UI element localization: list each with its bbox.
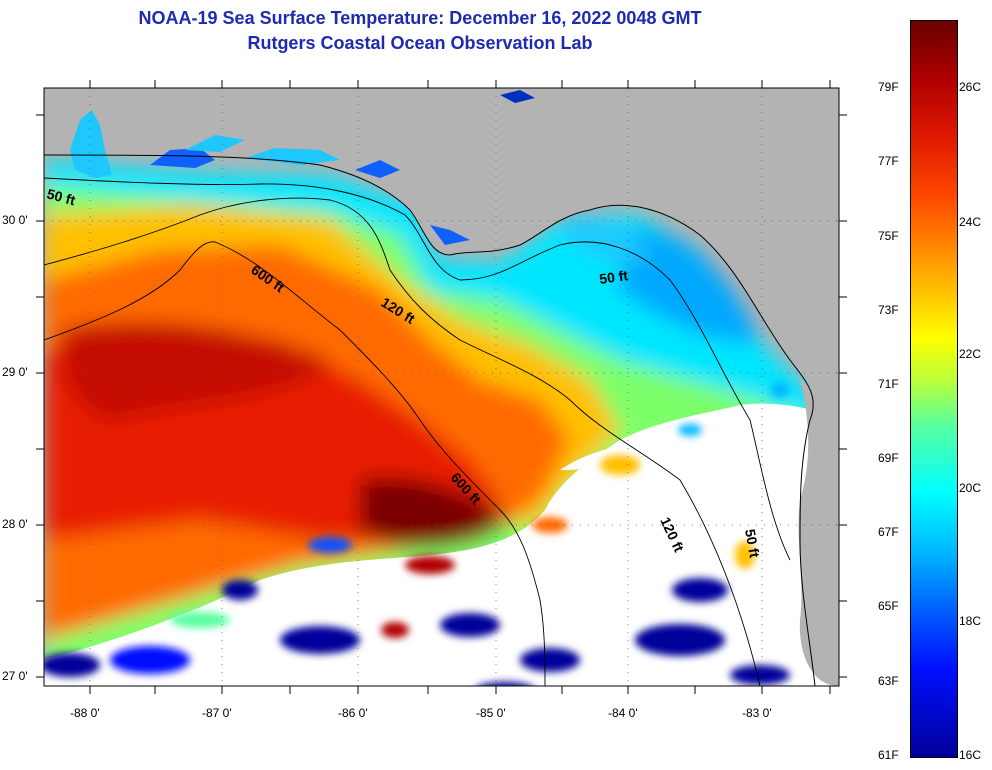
cloud-speckles <box>44 382 790 686</box>
contour-label-50ft-south: 50 ft <box>742 528 763 559</box>
cloud-mask <box>44 403 839 686</box>
colorbar-c-16: 16C <box>959 748 982 762</box>
lat-label-29: 29 0' <box>2 365 28 379</box>
coastal-bays <box>70 90 535 245</box>
map-raster <box>44 88 839 686</box>
lon-label-83: -83 0' <box>742 706 772 720</box>
northern-land <box>44 88 839 410</box>
lat-label-30: 30 0' <box>2 213 28 227</box>
lon-label-87: -87 0' <box>202 706 232 720</box>
colorbar-c-26: 26C <box>959 80 982 94</box>
colorbar-f-61: 61F <box>878 748 899 762</box>
contour-label-50ft-east: 50 ft <box>598 267 629 287</box>
colorbar-f-67: 67F <box>878 525 899 539</box>
map-frame <box>43 87 840 687</box>
colorbar-c-18: 18C <box>959 614 982 628</box>
contour-label-50ft-west: 50 ft <box>45 185 77 208</box>
colorbar-f-77: 77F <box>878 154 899 168</box>
temperature-colorbar <box>910 20 958 758</box>
colorbar-f-63: 63F <box>878 674 899 688</box>
lon-label-84: -84 0' <box>608 706 638 720</box>
colorbar-f-75: 75F <box>878 229 899 243</box>
bathymetry-contours <box>44 177 791 686</box>
temperature-field <box>44 160 839 686</box>
colorbar-f-65: 65F <box>878 599 899 613</box>
lon-label-88: -88 0' <box>70 706 100 720</box>
florida-peninsula <box>798 380 839 686</box>
title-line-2: Rutgers Coastal Ocean Observation Lab <box>247 33 593 53</box>
title-line-1: NOAA-19 Sea Surface Temperature: Decembe… <box>138 8 702 28</box>
coastline <box>44 154 816 686</box>
colorbar-f-71: 71F <box>878 377 899 391</box>
colorbar-c-24: 24C <box>959 215 982 229</box>
colorbar-f-69: 69F <box>878 451 899 465</box>
lat-label-27: 27 0' <box>2 669 28 683</box>
lat-label-28: 28 0' <box>2 517 28 531</box>
colorbar-c-20: 20C <box>959 481 982 495</box>
lon-label-85: -85 0' <box>476 706 506 720</box>
colorbar-f-73: 73F <box>878 303 899 317</box>
axis-ticks <box>36 80 847 694</box>
colorbar-c-22: 22C <box>959 347 982 361</box>
colorbar-f-79: 79F <box>878 80 899 94</box>
lon-label-86: -86 0' <box>338 706 368 720</box>
